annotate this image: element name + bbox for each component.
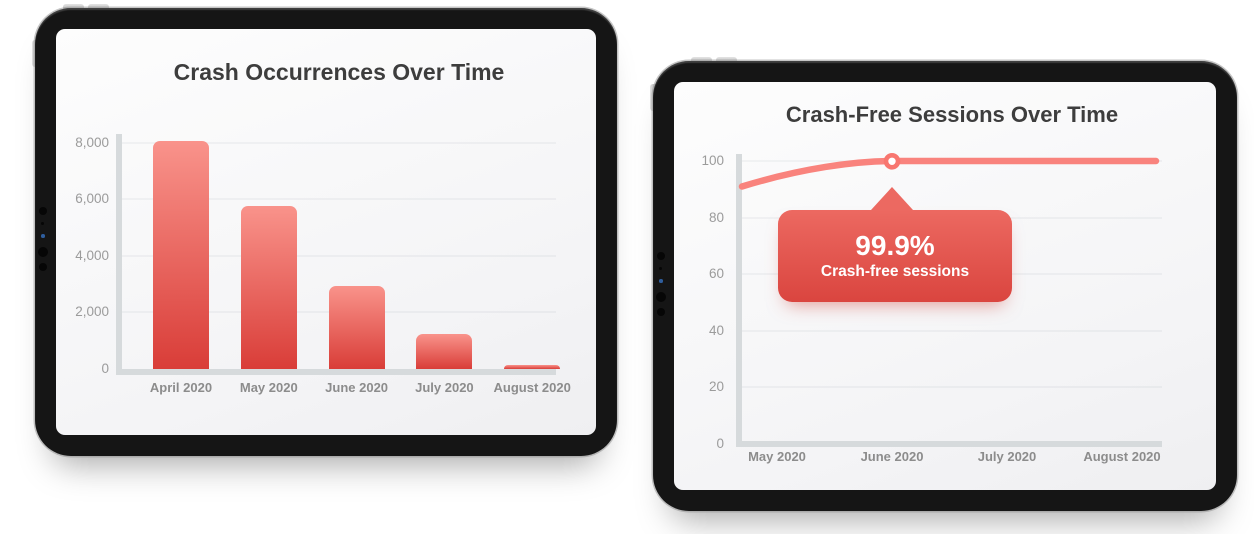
- x-tick-label: August 2020: [493, 380, 571, 395]
- tablet-screen-left: Crash Occurrences Over Time 0 2,000 4,000 6…: [56, 29, 596, 435]
- microphone-dot-icon: [41, 222, 44, 225]
- y-tick-label: 20: [708, 379, 724, 395]
- gridline: [742, 386, 1162, 389]
- tooltip-arrow-icon: [871, 187, 913, 210]
- y-tick-label: 40: [708, 322, 724, 338]
- y-axis: [116, 134, 122, 375]
- line-chart-title: Crash-Free Sessions Over Time: [785, 102, 1119, 127]
- tooltip-label: Crash-free sessions: [820, 263, 970, 281]
- x-tick-label: June 2020: [860, 449, 924, 464]
- y-tick-label: 80: [708, 209, 724, 225]
- camera-sensor-icon: [656, 252, 665, 260]
- y-tick-label: 8,000: [75, 134, 109, 150]
- x-tick-label: May 2020: [748, 449, 806, 464]
- tablet-bezel: Crash Occurrences Over Time 0 2,000 4,000 6…: [35, 8, 617, 456]
- bar-april-2020: [153, 141, 209, 369]
- x-axis: [736, 441, 1162, 447]
- front-camera-icon: [655, 292, 666, 302]
- bar-june-2020: [328, 285, 385, 369]
- camera-sensor-icon: [38, 207, 47, 215]
- tablet-bezel: Crash-Free Sessions Over Time 0 20 40 60 80 1…: [653, 61, 1237, 511]
- y-tick-label: 100: [701, 153, 724, 168]
- tablet-screen-right: Crash-Free Sessions Over Time 0 20 40 60 80 1…: [674, 82, 1216, 490]
- bar-may-2020: [240, 206, 297, 369]
- camera-sensor-icon: [656, 308, 665, 316]
- line-marker-icon: [883, 153, 901, 170]
- bar-august-2020: [504, 365, 561, 369]
- x-tick-label: August 2020: [1083, 449, 1161, 464]
- microphone-dot-icon: [659, 267, 662, 270]
- crash-free-line: [738, 157, 1160, 190]
- tablet-device-right: Crash-Free Sessions Over Time 0 20 40 60 80 1…: [650, 57, 1237, 511]
- gridline: [742, 329, 1162, 332]
- gridline: [122, 198, 556, 201]
- x-tick-label: July 2020: [977, 449, 1037, 464]
- bar-chart-plot: 0 2,000 4,000 6,000 8,000 April 2020 May 2020 J…: [56, 29, 596, 435]
- camera-indicator-icon: [41, 234, 45, 238]
- x-tick-label: July 2020: [415, 380, 474, 395]
- line-chart-plot: 0 20 40 60 80 100 May 2020 June 2020 July 2020 Au…: [674, 82, 1216, 490]
- gridline: [122, 141, 556, 144]
- tablet-device-left: Crash Occurrences Over Time 0 2,000 4,000 6…: [32, 4, 617, 456]
- x-tick-label: May 2020: [239, 380, 298, 395]
- y-tick-label: 2,000: [75, 304, 109, 320]
- x-axis: [116, 369, 556, 375]
- front-camera-icon: [37, 247, 48, 257]
- y-tick-label: 0: [101, 361, 109, 376]
- y-tick-label: 6,000: [75, 191, 109, 207]
- x-tick-label: April 2020: [149, 380, 213, 395]
- bar-july-2020: [416, 333, 473, 369]
- bar-chart-title: Crash Occurrences Over Time: [173, 59, 505, 85]
- camera-sensor-icon: [38, 263, 47, 271]
- crash-free-line-svg: [738, 153, 1160, 190]
- camera-indicator-icon: [659, 279, 663, 283]
- y-tick-label: 4,000: [75, 247, 109, 263]
- y-axis: [736, 154, 742, 447]
- gridline: [122, 254, 556, 257]
- y-tick-label: 60: [708, 266, 724, 282]
- y-tick-label: 0: [716, 436, 724, 451]
- tooltip-value: 99.9%: [855, 229, 935, 261]
- x-tick-label: June 2020: [325, 380, 389, 395]
- crash-free-tooltip: 99.9% Crash-free sessions: [778, 187, 1012, 302]
